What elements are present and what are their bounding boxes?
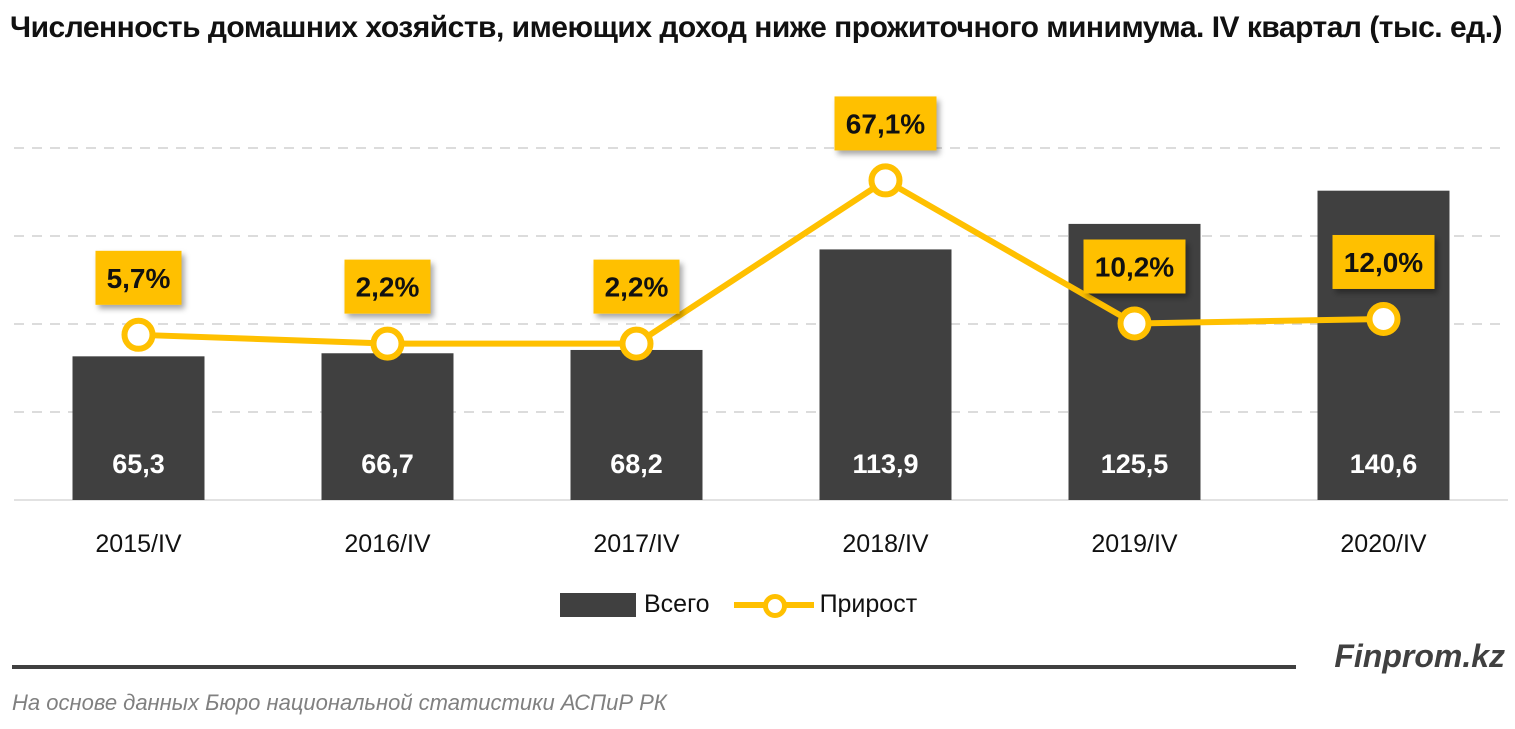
growth-marker <box>370 326 405 361</box>
growth-value-label: 12,0% <box>1344 247 1423 278</box>
bar-value-label: 140,6 <box>1350 449 1418 479</box>
growth-value-label: 67,1% <box>846 108 925 139</box>
growth-value-label: 2,2% <box>356 272 420 303</box>
growth-marker <box>868 163 903 198</box>
bar-value-label: 113,9 <box>852 449 918 479</box>
legend-swatch-line <box>733 593 814 618</box>
x-tick-label: 2019/IV <box>1091 530 1178 558</box>
chart-title: Численность домашних хозяйств, имеющих д… <box>10 11 1503 44</box>
growth-value-label: 10,2% <box>1095 251 1174 282</box>
growth-label-box <box>1083 239 1186 294</box>
bar <box>321 353 454 500</box>
bar-value-label: 68,2 <box>610 449 663 479</box>
x-tick-label: 2018/IV <box>842 530 929 558</box>
legend-label-total: Всего <box>644 590 710 618</box>
bar <box>72 356 205 500</box>
bar <box>819 249 952 500</box>
bar-value-label: 66,7 <box>361 449 414 479</box>
growth-marker <box>121 317 156 352</box>
growth-marker <box>1366 301 1401 336</box>
x-tick-label: 2016/IV <box>344 530 431 558</box>
legend-label-growth: Прирост <box>819 590 918 618</box>
source-note: На основе данных Бюро национальной стати… <box>12 690 667 715</box>
bar-value-label: 65,3 <box>112 449 165 479</box>
growth-label-box <box>834 96 937 151</box>
bar <box>570 349 703 500</box>
brand-logo: Finprom.kz <box>1334 638 1505 674</box>
growth-label-box <box>95 250 182 305</box>
growth-line <box>138 177 1384 347</box>
legend-swatch-bar <box>560 592 636 617</box>
footer-divider <box>12 665 1296 669</box>
x-tick-label: 2015/IV <box>95 530 182 558</box>
growth-marker <box>1117 306 1152 341</box>
growth-label-box <box>344 259 431 314</box>
growth-label-box <box>593 259 680 314</box>
bar-value-label: 125,5 <box>1101 449 1169 479</box>
x-tick-label: 2020/IV <box>1340 530 1427 558</box>
growth-value-label: 5,7% <box>107 263 171 294</box>
growth-marker <box>619 326 654 361</box>
legend: Всего Прирост <box>560 590 917 619</box>
x-tick-label: 2017/IV <box>593 530 680 558</box>
growth-value-label: 2,2% <box>605 272 669 303</box>
growth-label-box <box>1332 234 1435 289</box>
